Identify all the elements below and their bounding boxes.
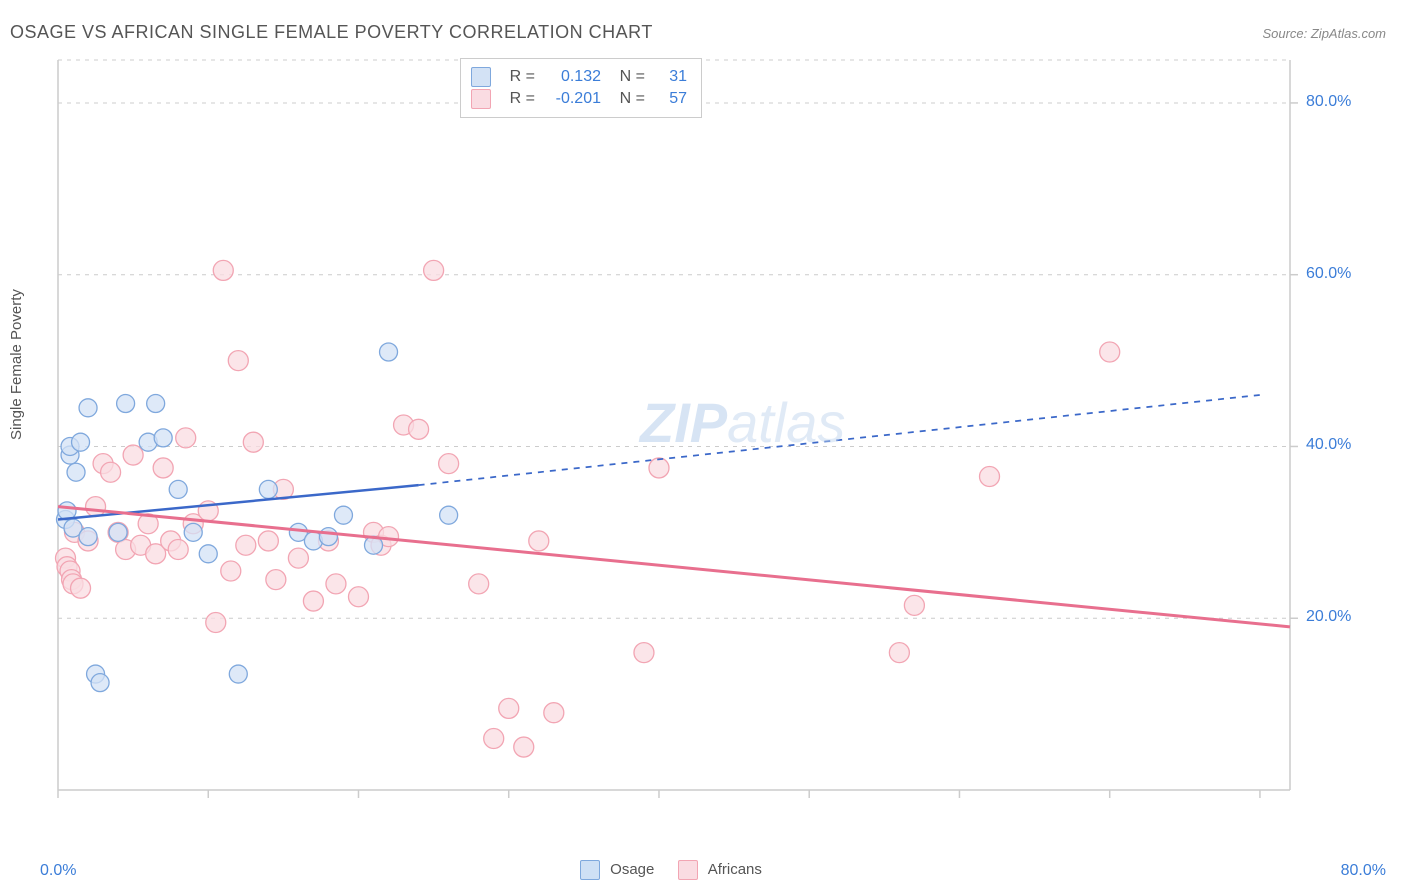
y-axis-label: Single Female Poverty	[8, 289, 25, 440]
chart-container: OSAGE VS AFRICAN SINGLE FEMALE POVERTY C…	[0, 0, 1406, 892]
y-tick-label: 60.0%	[1306, 265, 1351, 283]
r-value-africans: -0.201	[543, 90, 601, 108]
r-label: R =	[505, 68, 535, 86]
r-label: R =	[505, 90, 535, 108]
source-label: Source: ZipAtlas.com	[1262, 26, 1386, 41]
swatch-osage	[471, 67, 491, 87]
stats-row-osage: R = 0.132 N = 31	[471, 67, 687, 87]
plot-svg	[50, 50, 1350, 830]
x-axis-max-label: 80.0%	[1341, 862, 1386, 880]
r-value-osage: 0.132	[543, 68, 601, 86]
legend-label-africans: Africans	[708, 861, 762, 878]
x-axis-min-label: 0.0%	[40, 862, 76, 880]
y-tick-label: 40.0%	[1306, 436, 1351, 454]
legend-item-osage: Osage	[580, 860, 654, 880]
n-label: N =	[613, 90, 645, 108]
n-value-osage: 31	[653, 68, 687, 86]
y-tick-label: 20.0%	[1306, 608, 1351, 626]
stats-legend-box: R = 0.132 N = 31 R = -0.201 N = 57	[460, 58, 702, 118]
legend-swatch-africans	[678, 860, 698, 880]
legend-item-africans: Africans	[678, 860, 762, 880]
swatch-africans	[471, 89, 491, 109]
y-tick-label: 80.0%	[1306, 93, 1351, 111]
chart-title: OSAGE VS AFRICAN SINGLE FEMALE POVERTY C…	[10, 22, 653, 43]
n-label: N =	[613, 68, 645, 86]
n-value-africans: 57	[653, 90, 687, 108]
stats-row-africans: R = -0.201 N = 57	[471, 89, 687, 109]
legend-label-osage: Osage	[610, 861, 654, 878]
legend-swatch-osage	[580, 860, 600, 880]
legend-bottom: Osage Africans	[580, 860, 762, 880]
